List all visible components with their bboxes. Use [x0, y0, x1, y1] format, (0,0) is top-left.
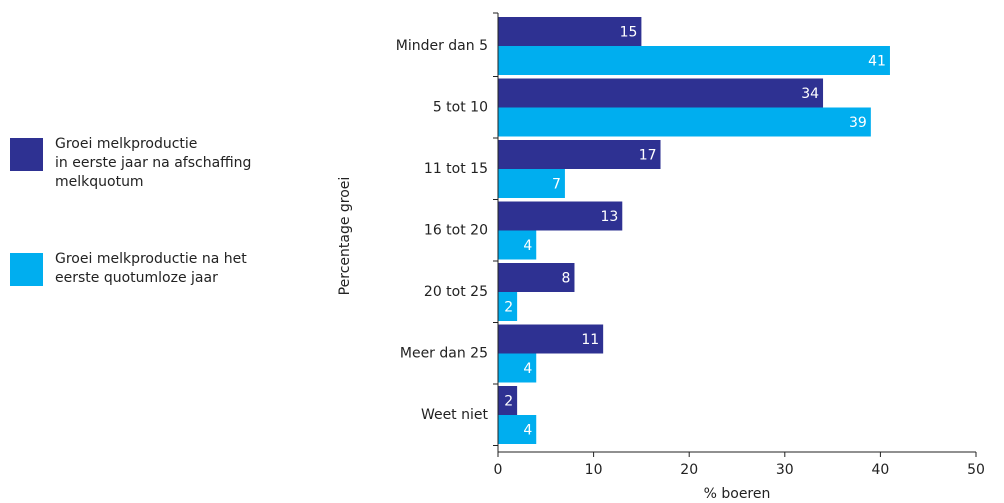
bar-after-first-year-5 [498, 353, 537, 383]
data-label: 7 [552, 177, 561, 193]
bar-after-first-year-6 [498, 415, 537, 444]
legend-label-first-year: Groei melkproductie in eerste jaar na af… [55, 136, 252, 190]
bar-first-year-1 [498, 78, 824, 108]
bar-after-first-year-1 [498, 107, 871, 137]
legend-swatch-first-year [10, 138, 43, 171]
data-label: 4 [523, 361, 532, 377]
x-tick-label: 50 [967, 462, 985, 478]
x-axis-title: % boeren [704, 486, 771, 502]
bar-after-first-year-0 [498, 46, 890, 75]
legend-label-after-first-year: Groei melkproductie na het eerste quotum… [55, 251, 247, 286]
category-label: 20 tot 25 [424, 284, 488, 300]
bar-first-year-2 [498, 140, 661, 169]
bar-first-year-5 [498, 324, 604, 354]
bar-first-year-4 [498, 263, 575, 292]
x-tick-label: 0 [494, 462, 503, 478]
bar-first-year-3 [498, 201, 623, 231]
category-label: Meer dan 25 [400, 346, 488, 362]
data-label: 2 [504, 394, 513, 410]
data-label: 11 [581, 332, 599, 348]
bar-after-first-year-2 [498, 169, 565, 198]
x-tick-label: 40 [871, 462, 889, 478]
data-label: 4 [523, 423, 532, 439]
x-tick-label: 20 [680, 462, 698, 478]
data-label: 8 [562, 271, 571, 287]
category-label: Weet niet [421, 407, 489, 423]
category-label: 5 tot 10 [433, 100, 488, 116]
category-label: 11 tot 15 [424, 161, 488, 177]
legend-swatch-after-first-year [10, 253, 43, 286]
data-label: 41 [868, 54, 886, 70]
x-tick-label: 30 [776, 462, 794, 478]
bar-after-first-year-4 [498, 292, 518, 321]
category-label: Minder dan 5 [396, 38, 488, 54]
data-label: 15 [620, 25, 638, 41]
x-tick-label: 10 [585, 462, 603, 478]
category-label: 16 tot 20 [424, 223, 488, 239]
bar-first-year-0 [498, 17, 642, 46]
data-label: 4 [523, 238, 532, 254]
data-label: 39 [849, 115, 867, 131]
data-label: 2 [504, 300, 513, 316]
data-label: 34 [801, 86, 819, 102]
bar-first-year-6 [498, 386, 518, 415]
bar-after-first-year-3 [498, 230, 537, 260]
data-label: 17 [639, 148, 657, 164]
y-axis-title: Percentage groei [337, 177, 353, 296]
data-label: 13 [600, 209, 618, 225]
